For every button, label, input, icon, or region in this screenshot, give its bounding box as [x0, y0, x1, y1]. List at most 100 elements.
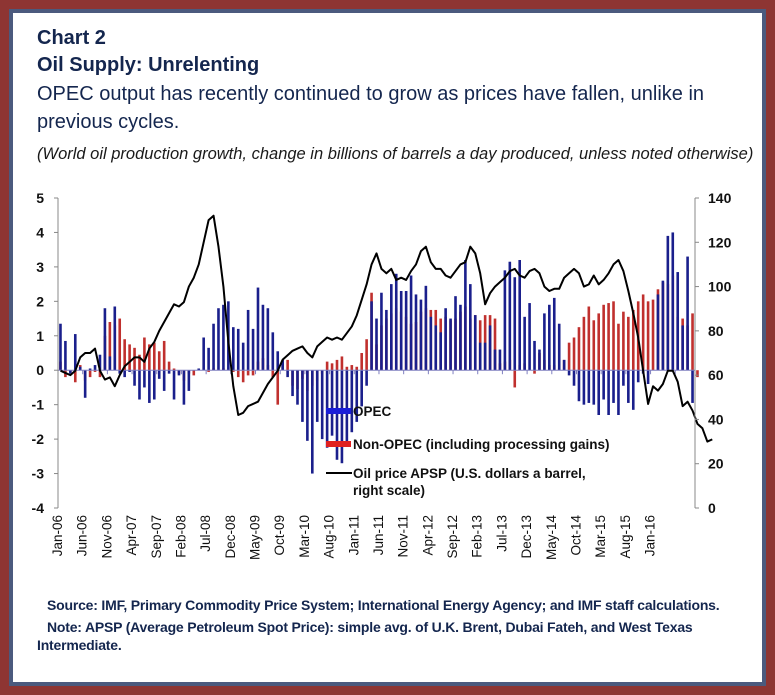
- opec-bar: [548, 304, 551, 371]
- opec-bar: [360, 370, 363, 407]
- opec-bar: [108, 356, 112, 371]
- opec-bar: [676, 272, 680, 371]
- opec-bar: [73, 334, 77, 371]
- opec-bar: [276, 351, 280, 371]
- non-opec-bar: [513, 370, 517, 388]
- x-tick-label: Feb-08: [173, 515, 188, 558]
- non-opec-bar: [597, 313, 601, 371]
- x-tick-label: Oct-14: [569, 515, 584, 556]
- x-tick-label: Feb-13: [470, 515, 485, 558]
- opec-bar: [207, 347, 210, 371]
- non-opec-bar: [207, 370, 210, 372]
- non-opec-bar: [138, 354, 141, 371]
- opec-bar: [543, 313, 546, 371]
- opec-bar: [380, 292, 383, 371]
- opec-bar: [587, 370, 591, 403]
- non-opec-bar: [335, 359, 339, 371]
- source-note: Source: IMF, Primary Commodity Price Sys…: [47, 597, 720, 613]
- opec-bar: [241, 342, 245, 371]
- opec-bar: [217, 308, 220, 371]
- non-opec-bar: [330, 363, 334, 371]
- legend-label-non-opec: Non-OPEC (including processing gains): [353, 437, 610, 452]
- opec-bars: [59, 232, 694, 474]
- non-opec-bar: [152, 342, 156, 371]
- x-tick-label: Apr-07: [124, 515, 139, 556]
- opec-bar: [434, 325, 438, 371]
- opec-bar: [483, 342, 487, 371]
- x-ticks: [57, 370, 676, 375]
- opec-bar: [182, 370, 186, 405]
- non-opec-bar: [88, 370, 92, 378]
- opec-bar: [236, 328, 240, 371]
- x-tick-label: Jul-08: [198, 515, 213, 552]
- opec-bar: [320, 370, 324, 440]
- opec-bar: [133, 370, 136, 386]
- non-opec-bar: [271, 370, 275, 378]
- opec-bar: [464, 260, 467, 371]
- opec-bar: [508, 261, 512, 371]
- opec-bar: [315, 370, 319, 422]
- x-tick-label: May-14: [544, 515, 559, 561]
- legend-swatch-non-opec: [326, 441, 351, 447]
- non-opec-bar: [167, 361, 171, 371]
- opec-bar: [103, 308, 107, 371]
- non-opec-bar: [108, 322, 112, 371]
- opec-bar: [246, 309, 250, 371]
- opec-bar: [232, 327, 235, 371]
- non-opec-bar: [572, 337, 576, 371]
- non-opec-bar: [602, 304, 605, 371]
- opec-bar: [597, 370, 601, 415]
- non-opec-bar: [651, 299, 655, 371]
- non-opec-bar: [98, 370, 102, 378]
- opec-bar: [167, 370, 171, 374]
- opec-bar: [291, 370, 294, 397]
- x-tick-label: Jan-06: [50, 515, 65, 556]
- non-opec-bar: [246, 370, 250, 376]
- opec-bar: [404, 291, 408, 371]
- opec-bar: [350, 370, 354, 433]
- opec-bar: [488, 325, 492, 371]
- non-opec-bar: [365, 339, 368, 371]
- right-tick-label: 120: [708, 234, 732, 250]
- non-opec-bar: [493, 318, 497, 371]
- opec-bar: [355, 370, 359, 422]
- opec-bar: [187, 370, 191, 391]
- opec-bar: [143, 370, 146, 388]
- x-axis-labels: Jan-06 Jun-06 Nov-06 Apr-07 Sep-07 Feb-08 Jul-…: [50, 515, 658, 561]
- left-tick-label: -2: [32, 431, 45, 447]
- opec-bar: [266, 308, 270, 371]
- opec-bar: [59, 323, 62, 371]
- legend-swatch-opec: [326, 408, 351, 414]
- non-opec-bar: [641, 294, 645, 371]
- opec-bar: [617, 370, 620, 415]
- opec-bar: [375, 318, 378, 371]
- opec-bar: [172, 370, 176, 400]
- non-opec-bar: [192, 370, 196, 376]
- right-tick-label: 80: [708, 323, 724, 339]
- non-opec-bar: [236, 370, 240, 378]
- opec-bar: [330, 370, 334, 436]
- right-tick-label: 40: [708, 411, 724, 427]
- opec-bar: [98, 354, 102, 371]
- opec-bar: [607, 370, 610, 415]
- non-opec-bar: [617, 323, 620, 371]
- oil-price-line: [60, 214, 713, 443]
- non-opec-bar: [350, 365, 354, 371]
- opec-bar: [503, 270, 507, 371]
- units-note: (World oil production growth, change in …: [37, 145, 754, 163]
- opec-bar: [128, 370, 131, 372]
- opec-bar: [577, 370, 581, 402]
- opec-bar: [390, 284, 393, 371]
- opec-bar: [523, 316, 526, 371]
- opec-bar: [414, 294, 418, 371]
- opec-bar: [222, 304, 225, 371]
- non-opec-bar: [143, 337, 146, 371]
- opec-bar: [197, 368, 201, 371]
- x-tick-label: Nov-11: [396, 515, 411, 558]
- opec-bar: [118, 370, 122, 374]
- opec-bar: [691, 370, 694, 403]
- x-tick-label: Oct-09: [272, 515, 287, 556]
- non-opec-bar: [582, 316, 586, 371]
- opec-bar: [449, 318, 452, 371]
- x-tick-label: Sep-12: [445, 515, 460, 559]
